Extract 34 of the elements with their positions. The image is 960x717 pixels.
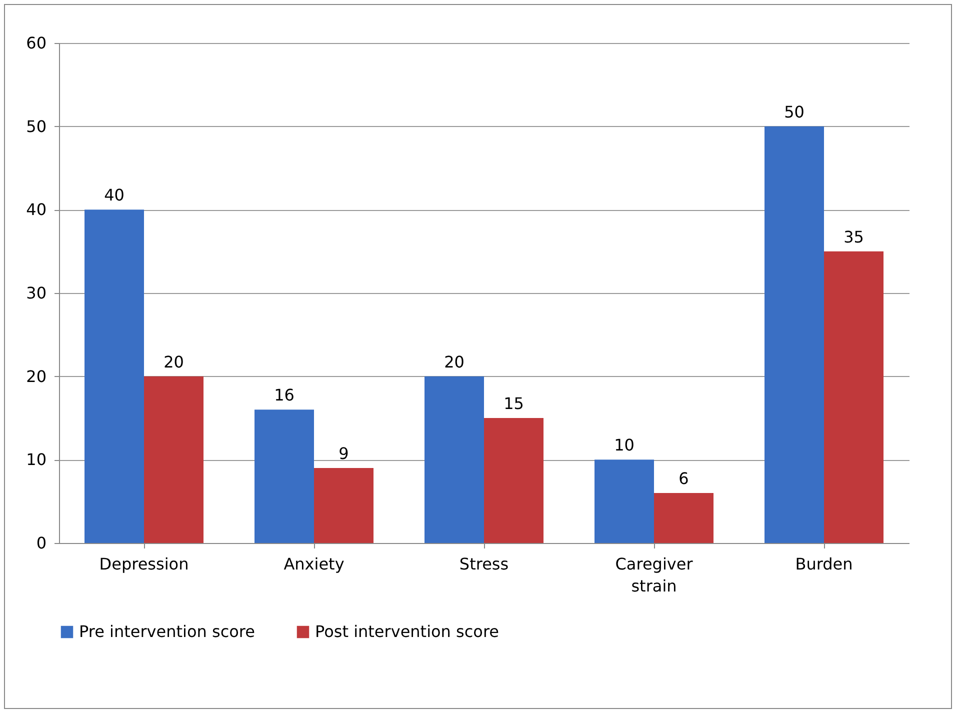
data-label: 9 xyxy=(338,444,349,463)
y-tick-label: 30 xyxy=(26,284,46,302)
y-tick-label: 20 xyxy=(26,366,46,386)
y-tick-label: 60 xyxy=(26,34,46,52)
bar xyxy=(654,493,714,543)
legend-label: Pre intervention score xyxy=(79,622,255,641)
data-label: 50 xyxy=(784,102,804,122)
x-tick-label: Depression xyxy=(99,554,189,574)
data-label: 35 xyxy=(844,227,864,246)
legend-label: Post intervention score xyxy=(315,622,500,641)
bar xyxy=(484,418,544,543)
data-label: 40 xyxy=(104,186,124,205)
y-tick-label: 10 xyxy=(26,450,46,470)
bar xyxy=(314,468,374,543)
data-label: 6 xyxy=(678,469,689,488)
x-tick-label: Caregiver strain xyxy=(615,554,694,596)
x-tick-label: Stress xyxy=(459,554,509,574)
data-label: 20 xyxy=(444,352,464,372)
y-tick-label: 50 xyxy=(26,116,46,136)
bar xyxy=(764,126,824,543)
data-label: 16 xyxy=(274,386,294,405)
bar xyxy=(254,410,314,543)
bar xyxy=(144,376,204,543)
data-label: 10 xyxy=(614,436,634,455)
data-label: 15 xyxy=(504,394,524,413)
bar xyxy=(424,376,484,543)
x-tick-label: Burden xyxy=(795,554,853,574)
bar xyxy=(824,251,884,543)
bar xyxy=(84,210,144,543)
bar xyxy=(594,460,654,543)
y-tick-label: 0 xyxy=(36,534,46,552)
x-tick-label: Anxiety xyxy=(284,554,344,574)
y-tick-label: 40 xyxy=(26,200,46,220)
data-label: 20 xyxy=(164,352,184,372)
